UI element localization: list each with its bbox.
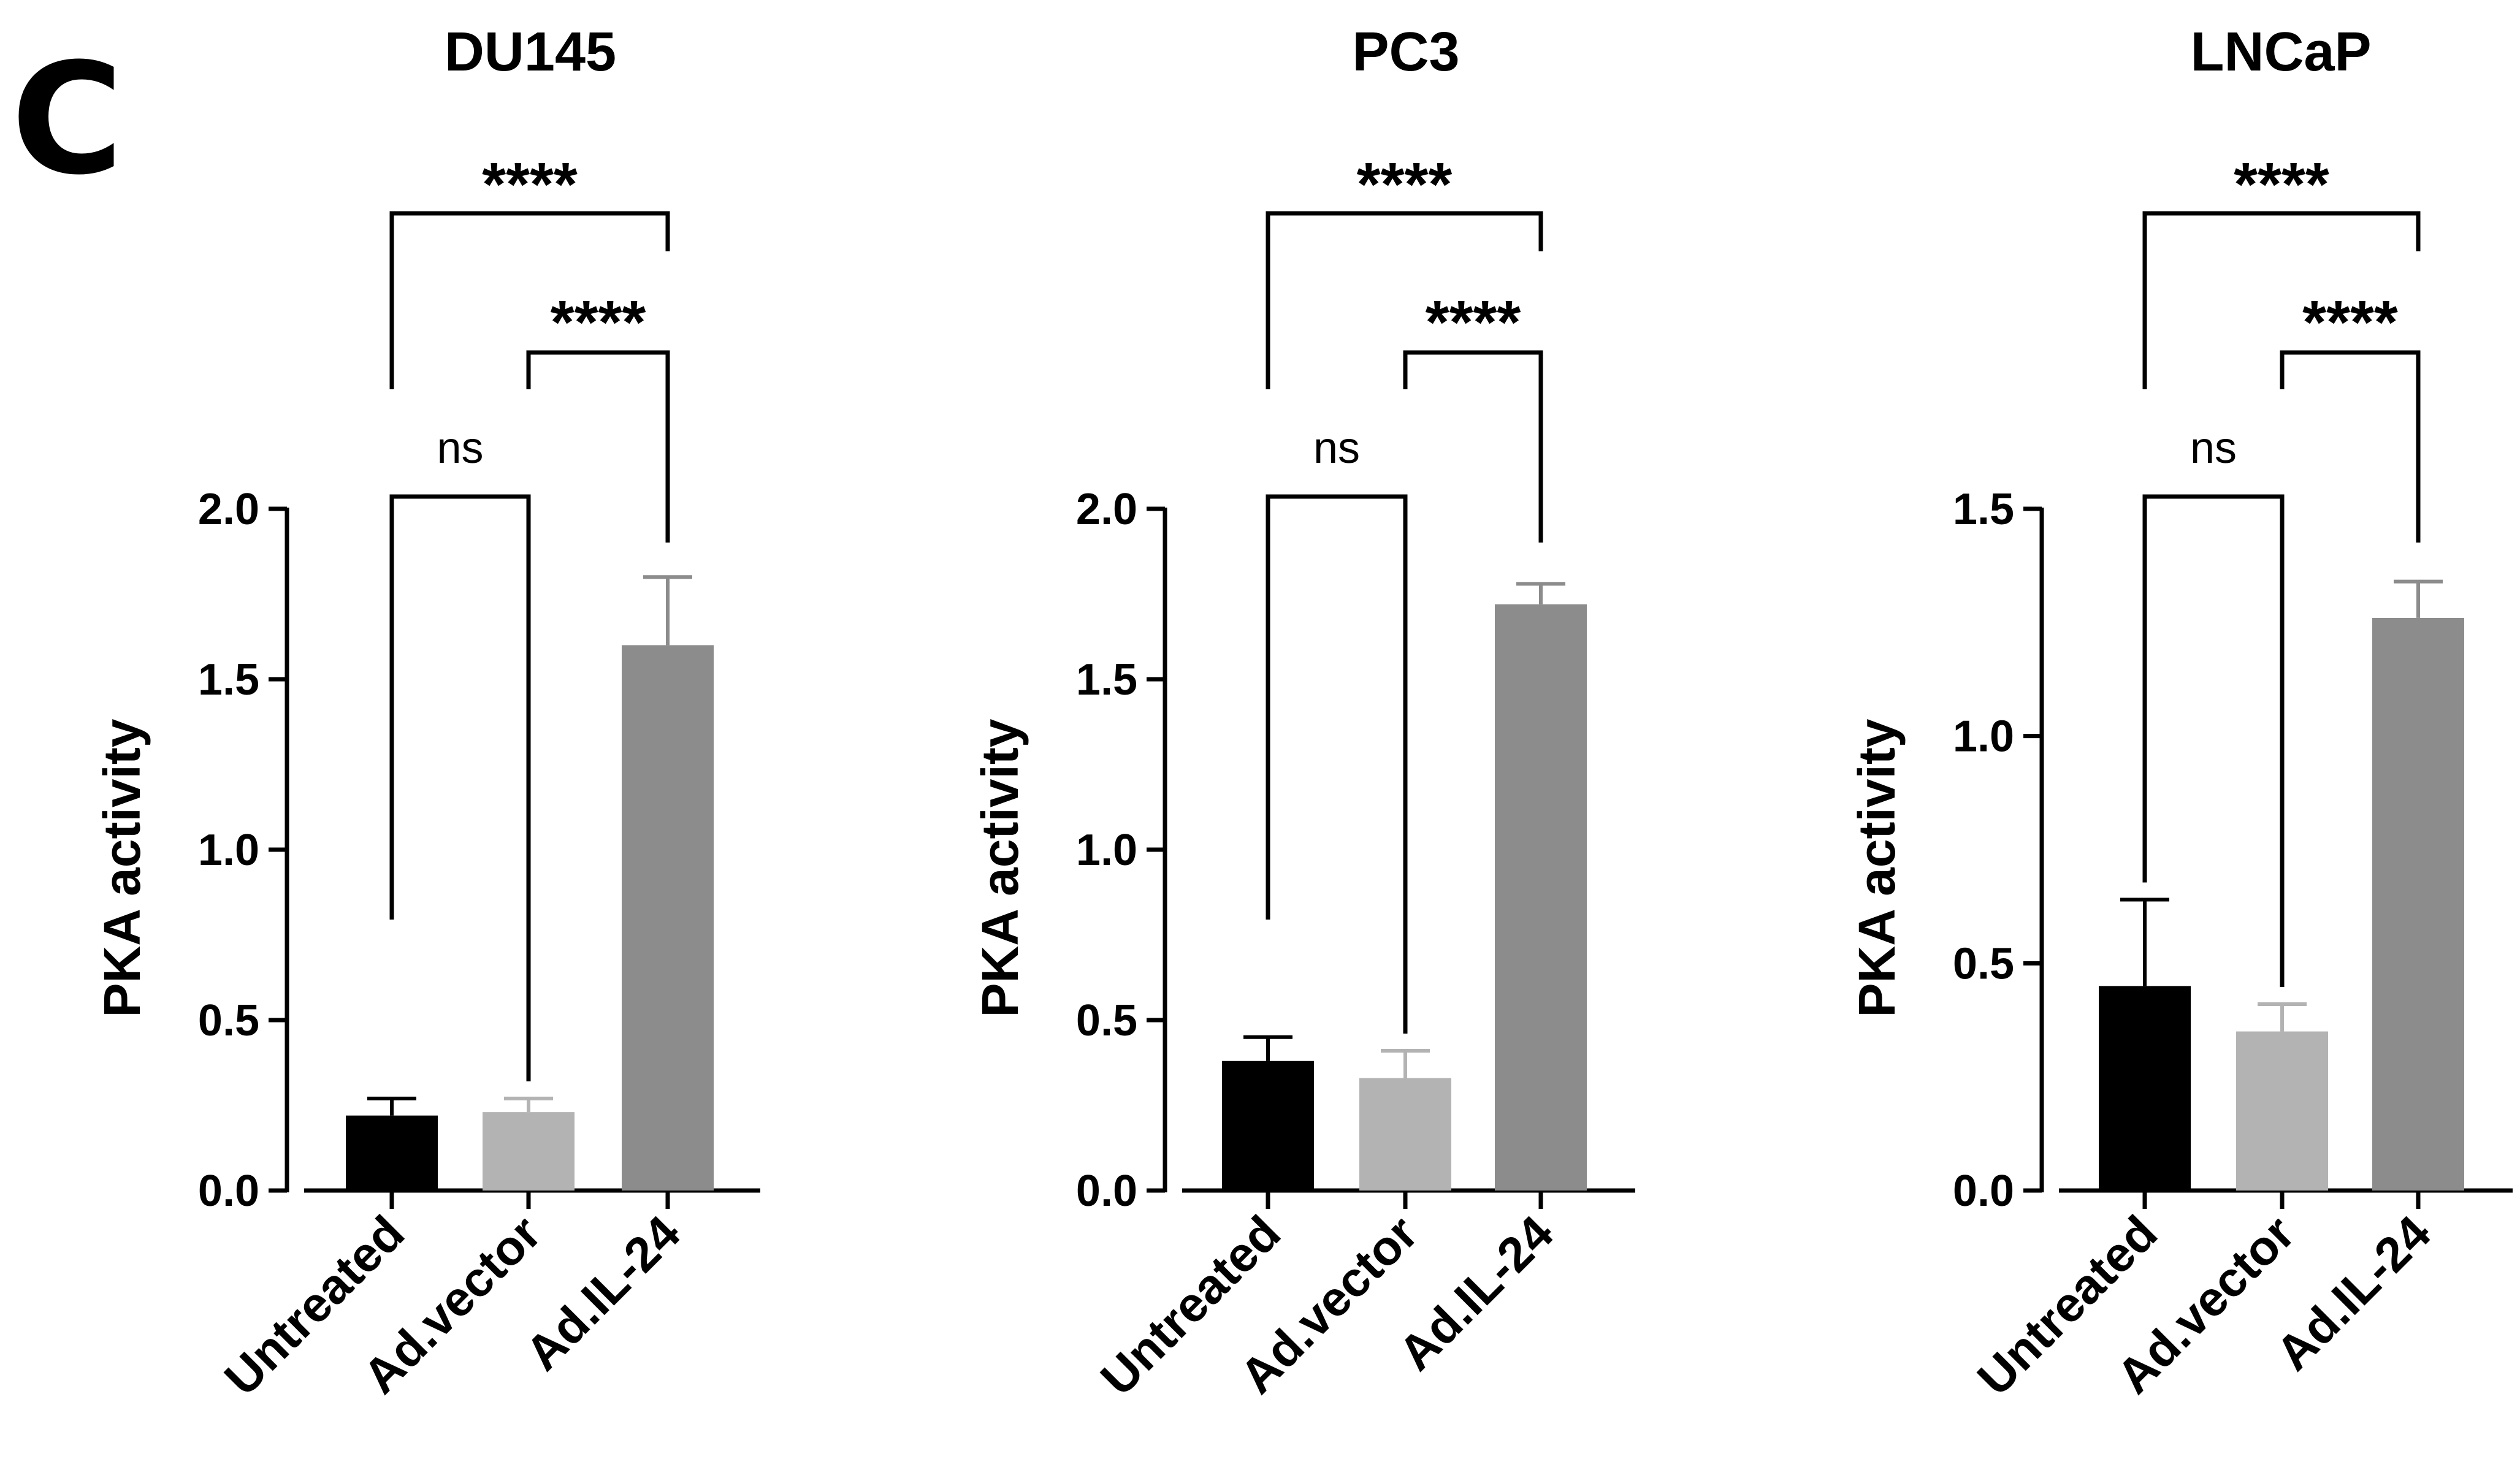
significance-label: ****	[551, 288, 646, 357]
y-tick-label: 1.0	[1953, 712, 2014, 761]
y-tick-label: 1.0	[198, 826, 259, 875]
bar	[1222, 1061, 1314, 1191]
significance-label: ****	[1426, 288, 1521, 357]
bracket-inner	[2280, 350, 2421, 543]
y-axis-label: PKA activity	[1848, 718, 1906, 1017]
significance-label: ****	[1357, 150, 1453, 219]
y-tick-label: 1.5	[1076, 655, 1137, 704]
y-tick-label: 1.5	[198, 655, 259, 704]
bar	[1495, 604, 1587, 1191]
y-axis-label: PKA activity	[93, 718, 151, 1017]
bracket-ns	[389, 494, 531, 1081]
y-tick-label: 0.0	[1076, 1167, 1137, 1216]
bracket-ns	[2142, 494, 2285, 988]
chart-title: LNCaP	[2190, 21, 2371, 83]
bracket-inner	[526, 350, 670, 543]
y-tick-label: 0.5	[1076, 996, 1137, 1045]
y-tick-label: 2.0	[198, 485, 259, 534]
significance-label: ****	[482, 150, 578, 219]
significance-label-ns: ns	[2190, 424, 2237, 473]
bracket-outer	[389, 211, 670, 389]
bar	[622, 645, 714, 1191]
y-tick-label: 0.5	[1953, 939, 2014, 988]
bar	[346, 1115, 438, 1191]
panel-letter: C	[11, 30, 124, 208]
significance-label: ****	[2302, 288, 2398, 357]
bracket-inner	[1403, 350, 1543, 543]
bar	[2236, 1031, 2328, 1191]
bracket-outer	[1266, 211, 1543, 389]
significance-label-ns: ns	[437, 424, 483, 473]
bar	[2372, 617, 2464, 1191]
bar	[483, 1112, 575, 1191]
y-tick-label: 0.5	[198, 996, 259, 1045]
chart-title: DU145	[445, 21, 616, 83]
bar	[1359, 1078, 1451, 1191]
y-tick-label: 2.0	[1076, 485, 1137, 534]
significance-label: ****	[2234, 150, 2329, 219]
y-tick-label: 1.5	[1953, 485, 2014, 534]
y-tick-label: 0.0	[198, 1167, 259, 1216]
bar	[2099, 986, 2191, 1191]
bracket-ns	[1266, 494, 1408, 1034]
y-tick-label: 0.0	[1953, 1167, 2014, 1216]
chart-title: PC3	[1352, 21, 1459, 83]
y-tick-label: 1.0	[1076, 826, 1137, 875]
bracket-outer	[2142, 211, 2421, 389]
significance-label-ns: ns	[1313, 424, 1360, 473]
y-axis-label: PKA activity	[971, 718, 1029, 1017]
category-label: Ad.IL-24	[515, 1205, 690, 1381]
